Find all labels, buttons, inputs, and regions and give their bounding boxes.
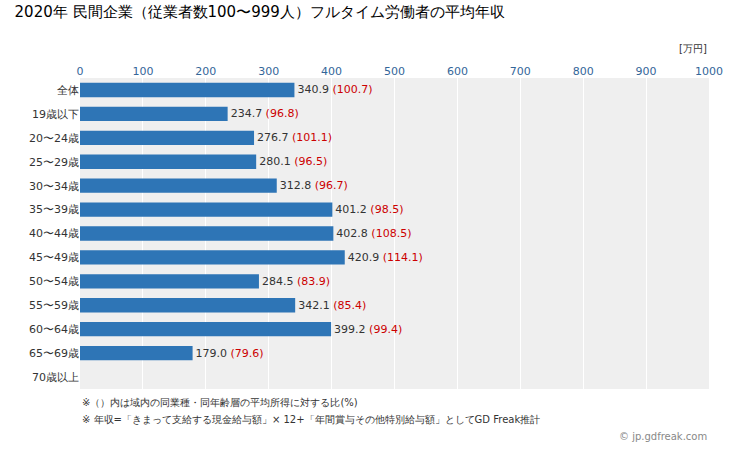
svg-text:19歳以下: 19歳以下 <box>32 108 79 121</box>
svg-text:※（）内は域内の同業種・同年齢層の平均所得に対する比(%): ※（）内は域内の同業種・同年齢層の平均所得に対する比(%) <box>82 397 358 408</box>
svg-text:401.2 (98.5): 401.2 (98.5) <box>335 203 403 216</box>
svg-text:25〜29歳: 25〜29歳 <box>29 156 79 169</box>
svg-text:45〜49歳: 45〜49歳 <box>29 251 79 264</box>
svg-text:800: 800 <box>573 65 594 78</box>
svg-text:280.1 (96.5): 280.1 (96.5) <box>259 155 327 168</box>
svg-text:342.1 (85.4): 342.1 (85.4) <box>298 299 366 312</box>
svg-text:200: 200 <box>195 65 216 78</box>
svg-text:402.8 (108.5): 402.8 (108.5) <box>336 227 411 240</box>
svg-text:500: 500 <box>384 65 405 78</box>
svg-text:65〜69歳: 65〜69歳 <box>29 347 79 360</box>
svg-text:55〜59歳: 55〜59歳 <box>29 299 79 312</box>
svg-text:179.0 (79.6): 179.0 (79.6) <box>196 347 264 360</box>
svg-text:900: 900 <box>636 65 657 78</box>
svg-text:※ 年収=「きまって支給する現金給与額」× 12+「年間賞与: ※ 年収=「きまって支給する現金給与額」× 12+「年間賞与その他特別給与額」と… <box>82 414 540 425</box>
svg-text:100: 100 <box>132 65 153 78</box>
svg-text:[万円]: [万円] <box>679 43 707 54</box>
svg-text:40〜44歳: 40〜44歳 <box>29 227 79 240</box>
svg-text:70歳以上: 70歳以上 <box>32 371 79 384</box>
svg-text:399.2 (99.4): 399.2 (99.4) <box>334 323 402 336</box>
svg-text:全体: 全体 <box>57 84 79 97</box>
svg-text:1000: 1000 <box>695 65 723 78</box>
svg-text:234.7 (96.8): 234.7 (96.8) <box>231 107 299 120</box>
svg-text:0: 0 <box>77 65 84 78</box>
svg-text:312.8 (96.7): 312.8 (96.7) <box>280 179 348 192</box>
svg-text:35〜39歳: 35〜39歳 <box>29 203 79 216</box>
svg-text:20〜24歳: 20〜24歳 <box>29 132 79 145</box>
svg-text:276.7 (101.1): 276.7 (101.1) <box>257 131 332 144</box>
svg-text:400: 400 <box>321 65 342 78</box>
svg-text:340.9 (100.7): 340.9 (100.7) <box>297 83 372 96</box>
svg-text:60〜64歳: 60〜64歳 <box>29 323 79 336</box>
svg-text:420.9 (114.1): 420.9 (114.1) <box>348 251 423 264</box>
svg-text:© jp.gdfreak.com: © jp.gdfreak.com <box>619 431 707 442</box>
svg-text:2020年 民間企業（従業者数100〜999人）フルタイム労: 2020年 民間企業（従業者数100〜999人）フルタイム労働者の平均年収 <box>15 3 505 21</box>
svg-text:50〜54歳: 50〜54歳 <box>29 275 79 288</box>
svg-text:284.5 (83.9): 284.5 (83.9) <box>262 275 330 288</box>
svg-text:700: 700 <box>510 65 531 78</box>
svg-text:300: 300 <box>258 65 279 78</box>
svg-text:30〜34歳: 30〜34歳 <box>29 180 79 193</box>
svg-text:600: 600 <box>447 65 468 78</box>
